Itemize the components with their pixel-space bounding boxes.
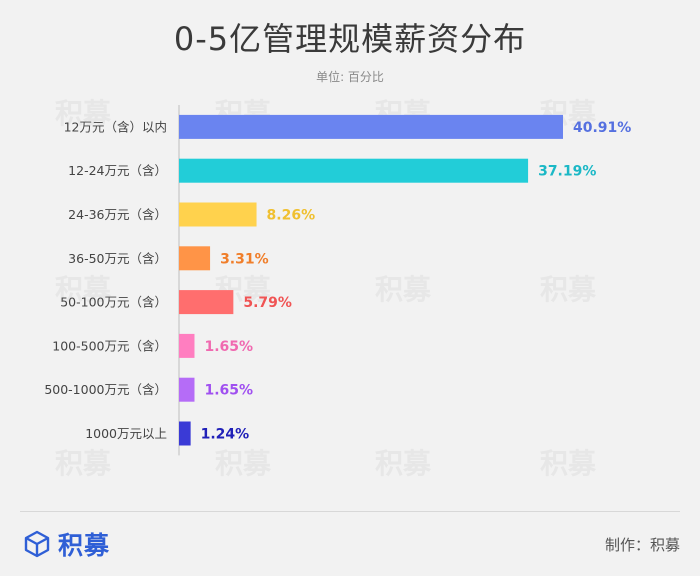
bar	[179, 158, 529, 183]
chart-subtitle: 单位: 百分比	[316, 70, 384, 84]
bar	[179, 377, 195, 402]
chart-title: 0-5亿管理规模薪资分布	[173, 20, 527, 58]
category-tick-label: 12-24万元（含）	[68, 163, 167, 178]
brand-logo: 积募	[22, 526, 110, 562]
category-tick-label: 50-100万元（含）	[60, 295, 167, 310]
category-tick-label: 12万元（含）以内	[64, 119, 167, 134]
bar	[179, 290, 234, 315]
bar-value-label: 1.65%	[204, 383, 253, 399]
bar-value-label: 5.79%	[243, 295, 292, 311]
credit-text: 制作：积募	[604, 536, 680, 554]
category-tick-label: 100-500万元（含）	[52, 338, 167, 353]
bar	[179, 333, 195, 358]
bar	[179, 246, 211, 271]
bar-chart: 12万元（含）以内 40.91% 12-24万元（含） 37.19% 24-36万元（含…	[44, 105, 631, 456]
bar	[179, 114, 563, 139]
bar-value-label: 1.65%	[204, 339, 253, 355]
bar-value-label: 40.91%	[573, 120, 631, 136]
bar	[179, 202, 257, 227]
category-tick-label: 1000万元以上	[85, 426, 167, 441]
brand-cube-icon	[24, 530, 50, 558]
brand-name: 积募	[58, 531, 111, 560]
bar-value-label: 3.31%	[220, 251, 269, 267]
category-tick-label: 36-50万元（含）	[68, 251, 167, 266]
bar	[179, 421, 191, 446]
bar-value-label: 1.24%	[201, 427, 250, 443]
bar-value-label: 37.19%	[538, 164, 596, 180]
category-tick-label: 500-1000万元（含）	[44, 382, 167, 397]
bar-value-label: 8.26%	[267, 208, 316, 224]
footer-divider	[20, 511, 680, 512]
category-tick-label: 24-36万元（含）	[68, 207, 167, 222]
